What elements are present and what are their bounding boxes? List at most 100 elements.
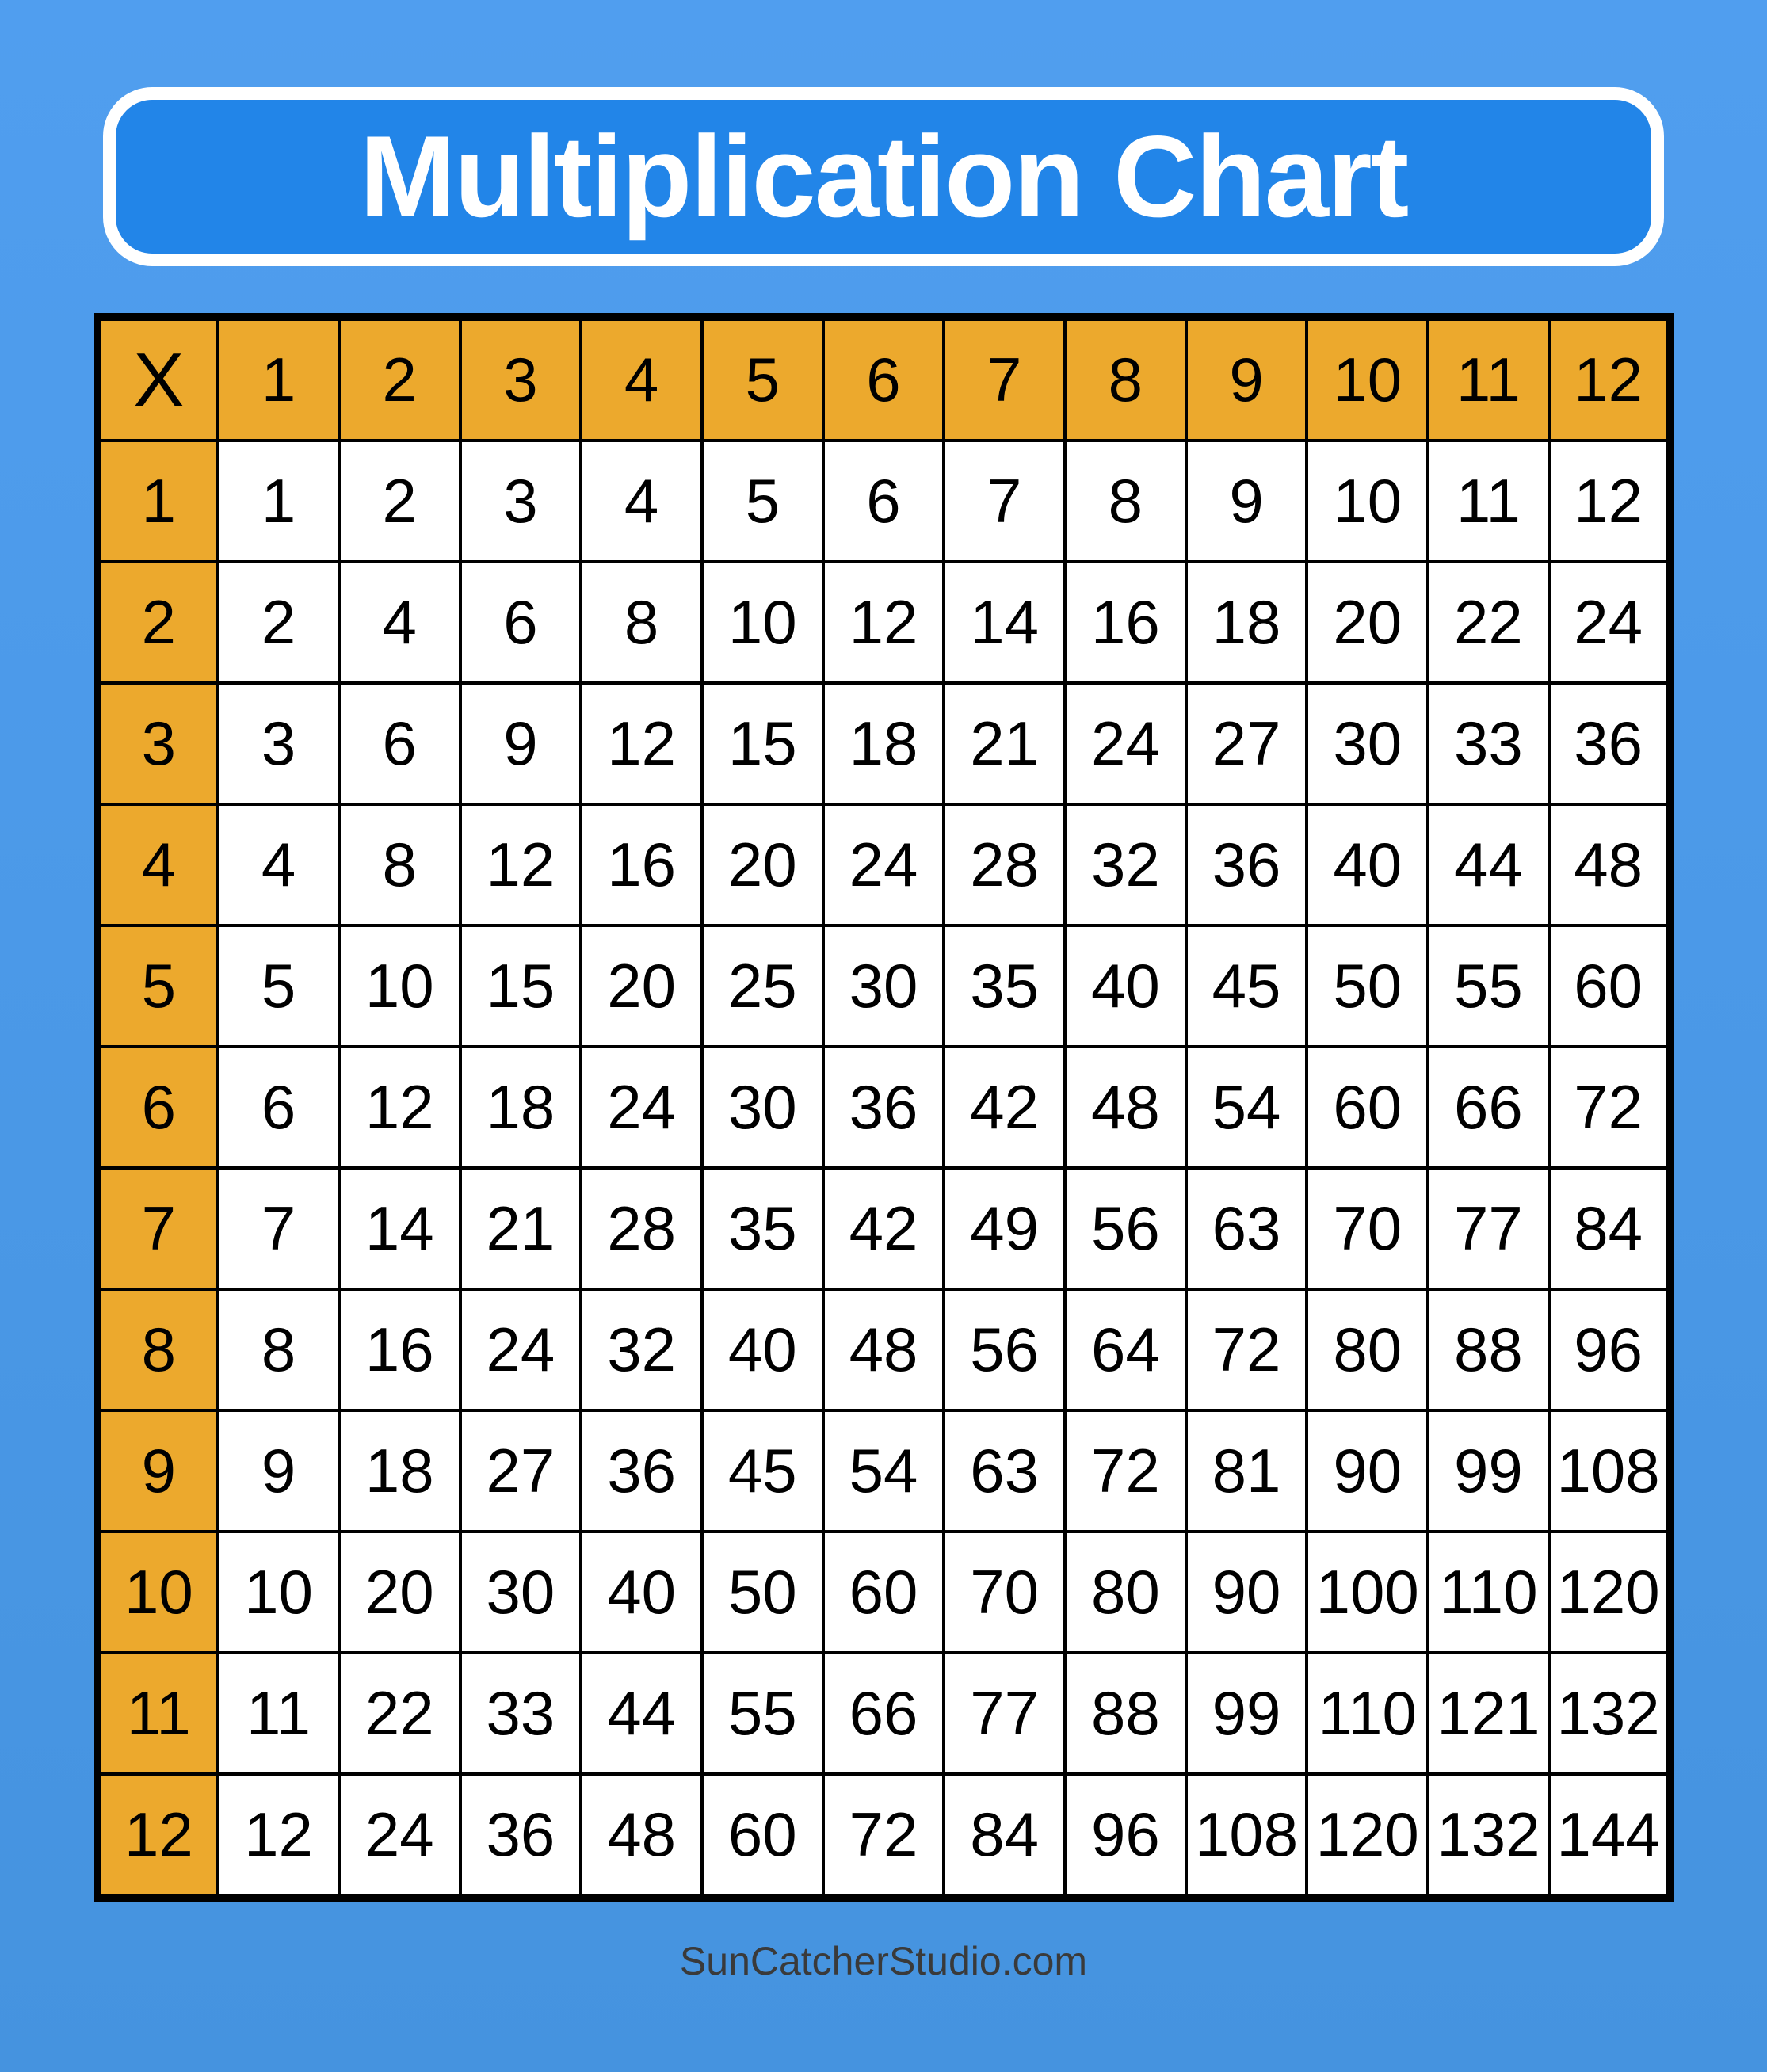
product-cell: 63 [942,1409,1067,1533]
product-cell: 16 [337,1288,462,1412]
product-cell: 6 [821,439,946,563]
product-cell: 48 [579,1772,704,1899]
product-cell: 6 [216,1045,341,1170]
column-header-cell: 2 [337,315,462,442]
product-cell: 24 [821,803,946,927]
product-cell: 99 [1184,1651,1309,1776]
product-cell: 45 [1184,924,1309,1048]
product-cell: 24 [337,1772,462,1899]
page-title: Multiplication Chart [359,112,1410,241]
product-cell: 8 [337,803,462,927]
product-cell: 32 [1063,803,1188,927]
product-cell: 70 [1305,1166,1430,1291]
product-cell: 80 [1305,1288,1430,1412]
product-cell: 28 [942,803,1067,927]
product-cell: 108 [1547,1409,1672,1533]
row-header-cell: 10 [95,1530,220,1654]
product-cell: 36 [821,1045,946,1170]
product-cell: 100 [1305,1530,1430,1654]
table-row: 10 10 20 30 40 50 60 70 80 90 100 110 120 [95,1530,1672,1654]
product-cell: 50 [1305,924,1430,1048]
product-cell: 20 [337,1530,462,1654]
product-cell: 84 [1547,1166,1672,1291]
product-cell: 5 [700,439,825,563]
product-cell: 9 [1184,439,1309,563]
product-cell: 20 [1305,560,1430,685]
row-header-cell: 12 [95,1772,220,1899]
product-cell: 49 [942,1166,1067,1291]
product-cell: 40 [1305,803,1430,927]
product-cell: 12 [337,1045,462,1170]
product-cell: 10 [216,1530,341,1654]
product-cell: 12 [1547,439,1672,563]
table-header: X 1 2 3 4 5 6 7 8 9 10 11 12 [95,315,1672,442]
product-cell: 121 [1426,1651,1551,1776]
product-cell: 42 [821,1166,946,1291]
product-cell: 24 [458,1288,583,1412]
product-cell: 18 [821,681,946,806]
product-cell: 12 [458,803,583,927]
product-cell: 32 [579,1288,704,1412]
product-cell: 18 [337,1409,462,1533]
column-header-cell: 6 [821,315,946,442]
product-cell: 72 [821,1772,946,1899]
product-cell: 77 [1426,1166,1551,1291]
column-header-cell: 4 [579,315,704,442]
product-cell: 90 [1305,1409,1430,1533]
table-row: 4 4 8 12 16 20 24 28 32 36 40 44 48 [95,803,1672,927]
row-header-cell: 4 [95,803,220,927]
row-header-cell: 9 [95,1409,220,1533]
header-row: X 1 2 3 4 5 6 7 8 9 10 11 12 [95,315,1672,442]
product-cell: 110 [1426,1530,1551,1654]
product-cell: 77 [942,1651,1067,1776]
product-cell: 120 [1305,1772,1430,1899]
product-cell: 64 [1063,1288,1188,1412]
product-cell: 16 [1063,560,1188,685]
product-cell: 12 [821,560,946,685]
product-cell: 132 [1547,1651,1672,1776]
product-cell: 63 [1184,1166,1309,1291]
product-cell: 54 [821,1409,946,1533]
product-cell: 30 [821,924,946,1048]
product-cell: 2 [337,439,462,563]
product-cell: 5 [216,924,341,1048]
product-cell: 27 [458,1409,583,1533]
product-cell: 36 [1547,681,1672,806]
product-cell: 72 [1184,1288,1309,1412]
product-cell: 3 [216,681,341,806]
product-cell: 120 [1547,1530,1672,1654]
product-cell: 99 [1426,1409,1551,1533]
product-cell: 11 [1426,439,1551,563]
product-cell: 48 [821,1288,946,1412]
product-cell: 96 [1547,1288,1672,1412]
product-cell: 24 [1547,560,1672,685]
table-row: 6 6 12 18 24 30 36 42 48 54 60 66 72 [95,1045,1672,1170]
product-cell: 4 [216,803,341,927]
product-cell: 144 [1547,1772,1672,1899]
product-cell: 48 [1547,803,1672,927]
product-cell: 10 [700,560,825,685]
product-cell: 21 [458,1166,583,1291]
product-cell: 36 [579,1409,704,1533]
product-cell: 84 [942,1772,1067,1899]
product-cell: 2 [216,560,341,685]
product-cell: 22 [1426,560,1551,685]
row-header-cell: 6 [95,1045,220,1170]
product-cell: 42 [942,1045,1067,1170]
product-cell: 36 [458,1772,583,1899]
product-cell: 108 [1184,1772,1309,1899]
product-cell: 7 [216,1166,341,1291]
corner-label-cell: X [95,315,220,442]
product-cell: 30 [458,1530,583,1654]
product-cell: 10 [1305,439,1430,563]
product-cell: 12 [579,681,704,806]
product-cell: 27 [1184,681,1309,806]
table-row: 7 7 14 21 28 35 42 49 56 63 70 77 84 [95,1166,1672,1291]
column-header-cell: 5 [700,315,825,442]
product-cell: 60 [700,1772,825,1899]
product-cell: 30 [1305,681,1430,806]
product-cell: 10 [337,924,462,1048]
title-banner: Multiplication Chart [103,87,1664,266]
footer-credit: SunCatcherStudio.com [679,1939,1088,1983]
product-cell: 44 [579,1651,704,1776]
